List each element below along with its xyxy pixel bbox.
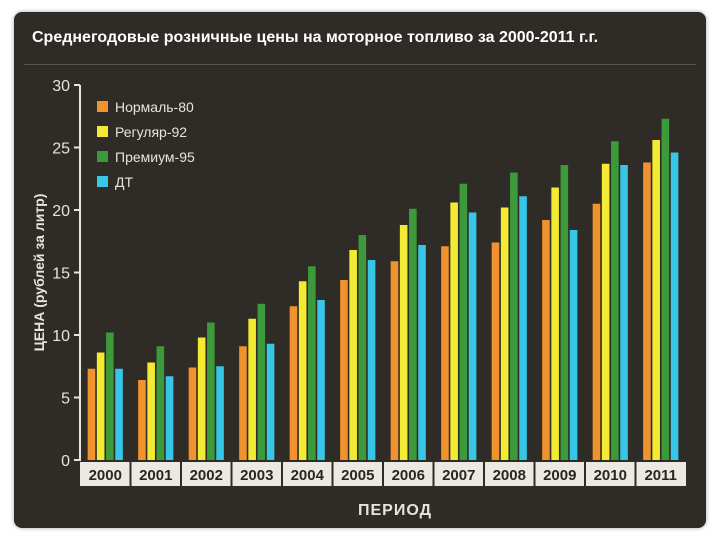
x-tick-label: 2005 <box>341 467 374 484</box>
bar <box>248 318 256 460</box>
bar <box>165 376 174 460</box>
bar <box>188 367 197 460</box>
bar <box>551 187 559 460</box>
bar <box>468 212 477 460</box>
bar <box>652 140 660 460</box>
legend-label: ДТ <box>115 174 133 190</box>
x-tick-label: 2001 <box>139 467 172 484</box>
y-axis-label: ЦЕНА (рублей за литр) <box>31 194 47 352</box>
bar <box>601 163 610 460</box>
x-tick-label: 2006 <box>392 467 425 484</box>
bar <box>592 203 601 460</box>
chart-plot: 0 5 10 15 20 25 30 ЦЕНА (рублей за литр) 2000 200… <box>31 78 686 519</box>
x-tick-label: 2003 <box>240 467 273 484</box>
bar <box>367 260 376 460</box>
bar <box>491 242 500 460</box>
title-divider <box>24 64 696 65</box>
bar <box>239 346 247 460</box>
bar <box>500 207 509 460</box>
bar <box>670 152 679 460</box>
bar <box>620 165 628 460</box>
x-tick-label: 2008 <box>493 467 526 484</box>
bar <box>317 300 325 460</box>
legend-swatch <box>97 176 108 187</box>
bar <box>115 368 123 460</box>
y-tick-label: 15 <box>52 266 70 283</box>
x-tick-label: 2004 <box>291 467 325 484</box>
bar <box>661 118 670 460</box>
bar <box>643 162 651 460</box>
bar <box>298 281 307 460</box>
bar <box>207 322 215 460</box>
x-axis-label: ПЕРИОД <box>358 502 432 519</box>
bar <box>197 337 206 460</box>
bar <box>349 250 357 460</box>
bar <box>106 332 114 460</box>
x-tick-label: 2000 <box>89 467 122 484</box>
bar <box>409 208 417 460</box>
bar <box>390 261 399 460</box>
legend-label: Нормаль-80 <box>115 99 194 115</box>
bar <box>510 172 518 460</box>
y-tick-label: 0 <box>61 453 70 470</box>
legend-swatch <box>97 126 108 137</box>
bar <box>560 165 569 460</box>
bar <box>542 220 550 460</box>
y-tick-label: 30 <box>52 78 70 95</box>
bar <box>358 235 367 460</box>
y-tick-label: 20 <box>52 203 70 220</box>
bar <box>441 246 449 460</box>
bar <box>611 141 619 460</box>
bar <box>308 266 316 460</box>
x-tick-label: 2011 <box>644 467 677 484</box>
legend-label: Премиум-95 <box>115 149 195 165</box>
y-tick-label: 5 <box>61 391 70 408</box>
bar <box>450 202 458 460</box>
chart-title: Среднегодовые розничные цены на моторное… <box>32 29 599 46</box>
bar <box>266 343 275 460</box>
bar <box>399 225 408 460</box>
legend-swatch <box>97 151 108 162</box>
bar <box>289 306 298 460</box>
bar <box>459 183 468 460</box>
bar <box>257 303 266 460</box>
bar <box>216 366 224 460</box>
x-tick-label: 2002 <box>190 467 223 484</box>
legend-swatch <box>97 101 108 112</box>
y-tick-label: 10 <box>52 328 70 345</box>
y-tick-label: 25 <box>52 141 70 158</box>
bar <box>519 196 527 460</box>
bar <box>156 346 165 460</box>
x-tick-label: 2010 <box>594 467 627 484</box>
bar <box>147 362 155 460</box>
bar <box>340 280 348 460</box>
x-tick-label: 2007 <box>442 467 475 484</box>
bar <box>96 352 105 460</box>
legend-label: Регуляр-92 <box>115 124 187 140</box>
bar <box>87 368 96 460</box>
bar <box>569 230 578 460</box>
bar <box>418 245 426 460</box>
chart-frame: Среднегодовые розничные цены на моторное… <box>14 12 706 528</box>
x-tick-label: 2009 <box>543 467 576 484</box>
bar <box>138 380 146 460</box>
